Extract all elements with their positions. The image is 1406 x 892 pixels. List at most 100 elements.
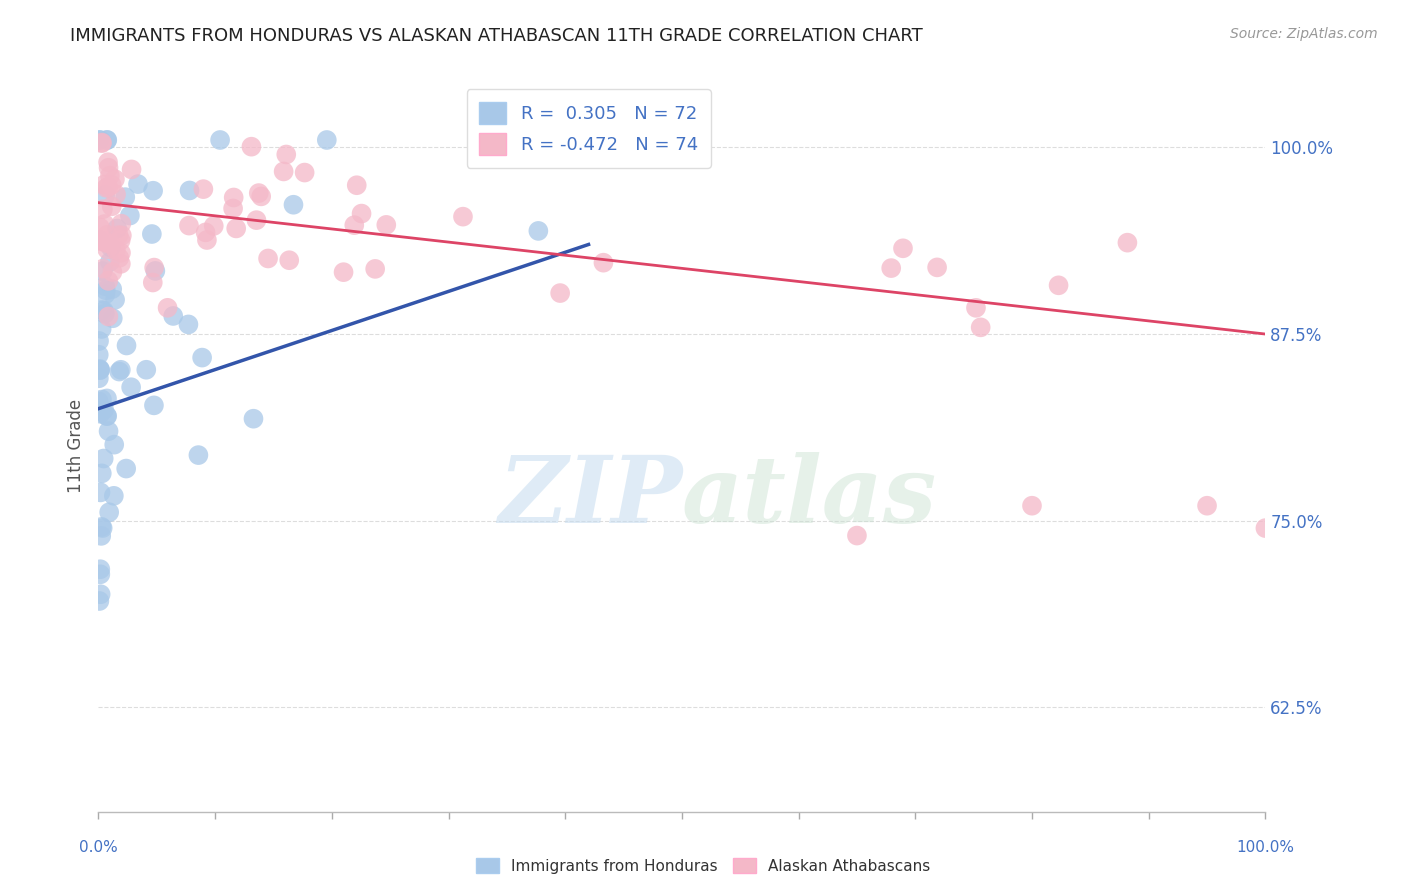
Point	[87, 394, 110, 409]
Point	[142, 398, 165, 412]
Point	[90, 303, 112, 318]
Point	[1254, 521, 1277, 535]
Point	[90, 587, 112, 601]
Point	[94, 283, 117, 297]
Point	[89, 485, 111, 500]
Point	[98, 169, 121, 183]
Point	[89, 362, 111, 376]
Point	[97, 424, 120, 438]
Point	[104, 243, 127, 257]
Point	[90, 467, 112, 481]
Point	[142, 276, 165, 290]
Point	[91, 261, 114, 276]
Point	[294, 165, 316, 179]
Point	[87, 133, 110, 147]
Point	[98, 255, 121, 269]
Point	[115, 338, 138, 352]
Point	[846, 528, 869, 542]
Point	[104, 293, 127, 307]
Point	[90, 136, 112, 151]
Point	[93, 217, 115, 231]
Point	[93, 303, 115, 318]
Point	[177, 318, 200, 332]
Point	[187, 448, 209, 462]
Point	[118, 209, 141, 223]
Point	[880, 261, 903, 276]
Point	[240, 139, 263, 153]
Point	[93, 178, 115, 192]
Text: Source: ZipAtlas.com: Source: ZipAtlas.com	[1230, 27, 1378, 41]
Point	[110, 245, 132, 260]
Point	[101, 265, 124, 279]
Point	[94, 287, 117, 301]
Point	[108, 251, 131, 265]
Point	[98, 505, 121, 519]
Point	[107, 228, 129, 243]
Text: 0.0%: 0.0%	[79, 840, 118, 855]
Point	[193, 182, 215, 196]
Point	[97, 155, 120, 169]
Point	[90, 322, 112, 336]
Point	[470, 133, 492, 147]
Point	[343, 218, 366, 232]
Point	[103, 437, 125, 451]
Point	[965, 301, 987, 315]
Point	[242, 411, 264, 425]
Point	[222, 190, 245, 204]
Point	[527, 224, 550, 238]
Point	[100, 178, 122, 192]
Point	[96, 133, 118, 147]
Point	[101, 282, 124, 296]
Point	[142, 184, 165, 198]
Point	[91, 264, 114, 278]
Point	[96, 409, 118, 423]
Point	[94, 188, 117, 202]
Point	[195, 233, 218, 247]
Point	[278, 253, 301, 268]
Point	[111, 228, 134, 243]
Point	[91, 202, 114, 217]
Point	[89, 363, 111, 377]
Point	[222, 202, 245, 216]
Point	[104, 172, 127, 186]
Point	[276, 147, 298, 161]
Point	[103, 489, 125, 503]
Legend: Immigrants from Honduras, Alaskan Athabascans: Immigrants from Honduras, Alaskan Athaba…	[470, 852, 936, 880]
Point	[105, 187, 128, 202]
Point	[346, 178, 368, 193]
Point	[548, 286, 571, 301]
Point	[87, 348, 110, 362]
Point	[245, 213, 267, 227]
Point	[283, 198, 305, 212]
Point	[101, 311, 124, 326]
Point	[375, 218, 398, 232]
Point	[108, 365, 131, 379]
Point	[110, 217, 132, 231]
Point	[89, 234, 111, 248]
Text: 100.0%: 100.0%	[1236, 840, 1295, 855]
Point	[114, 190, 136, 204]
Y-axis label: 11th Grade: 11th Grade	[66, 399, 84, 493]
Point	[273, 164, 295, 178]
Text: ZIP: ZIP	[498, 452, 682, 542]
Point	[1021, 499, 1043, 513]
Point	[162, 309, 184, 323]
Point	[97, 161, 120, 175]
Point	[143, 260, 166, 275]
Point	[115, 461, 138, 475]
Point	[97, 180, 120, 194]
Point	[89, 407, 111, 421]
Point	[969, 320, 991, 334]
Point	[94, 279, 117, 293]
Point	[127, 177, 149, 191]
Point	[191, 351, 214, 365]
Point	[141, 227, 163, 241]
Point	[96, 409, 118, 423]
Point	[350, 206, 373, 220]
Point	[110, 363, 132, 377]
Point	[364, 261, 387, 276]
Point	[110, 257, 132, 271]
Point	[156, 301, 179, 315]
Point	[90, 529, 112, 543]
Point	[121, 162, 143, 177]
